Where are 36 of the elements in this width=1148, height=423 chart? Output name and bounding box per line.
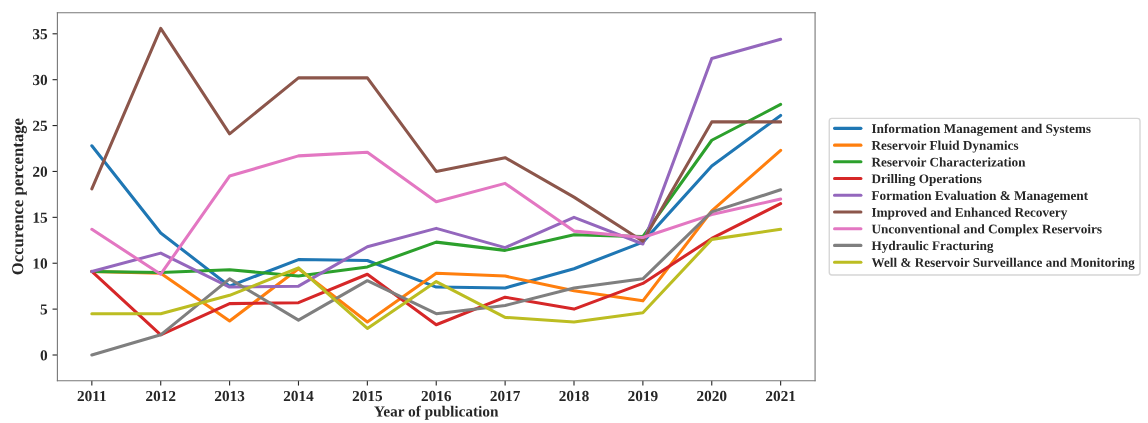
legend-label: Unconventional and Complex Reservoirs — [871, 224, 1102, 237]
legend-label: Drilling Operations — [871, 173, 982, 187]
y-tick-label: 10 — [33, 258, 48, 269]
legend-label: Improved and Enhanced Recovery — [871, 207, 1068, 220]
x-tick-label: 2018 — [559, 390, 589, 402]
y-axis-title: Occurence percentage — [12, 118, 27, 275]
y-tick-label: 25 — [33, 120, 48, 132]
x-tick-label: 2012 — [146, 390, 176, 402]
legend-label: Formation Evaluation & Management — [871, 190, 1089, 203]
legend-label: Well & Reservoir Surveillance and Monitoring — [871, 257, 1135, 270]
x-tick-label: 2011 — [77, 390, 106, 402]
x-tick-label: 2021 — [766, 390, 796, 402]
line-series — [90, 202, 783, 337]
y-tick-label: 20 — [33, 166, 48, 177]
y-tick-label: 15 — [33, 212, 48, 223]
y-tick-label: 5 — [40, 304, 48, 315]
x-tick-label: 2016 — [421, 390, 452, 402]
x-tick-label: 2014 — [283, 390, 314, 402]
legend-label: Reservoir Characterization — [871, 157, 1026, 167]
x-tick-label: 2019 — [628, 390, 658, 402]
line-series — [90, 188, 783, 357]
legend-label: Information Management and Systems — [871, 123, 1091, 136]
y-tick-label: 30 — [32, 74, 48, 86]
x-tick-label: 2017 — [490, 390, 521, 402]
legend-label: Hydraulic Fracturing — [871, 240, 994, 253]
legend-label: Reservoir Fluid Dynamics — [871, 140, 1019, 153]
y-tick-label: 35 — [32, 28, 48, 40]
x-tick-label: 2013 — [214, 390, 245, 402]
x-tick-label: 2015 — [352, 390, 383, 402]
line-series — [90, 37, 783, 289]
x-tick-label: 2020 — [697, 390, 727, 402]
y-tick-label: 0 — [40, 350, 48, 361]
line-series — [90, 150, 783, 276]
x-axis-title: Year of publication — [374, 405, 499, 420]
line-series — [90, 26, 783, 243]
line-series — [90, 227, 783, 330]
